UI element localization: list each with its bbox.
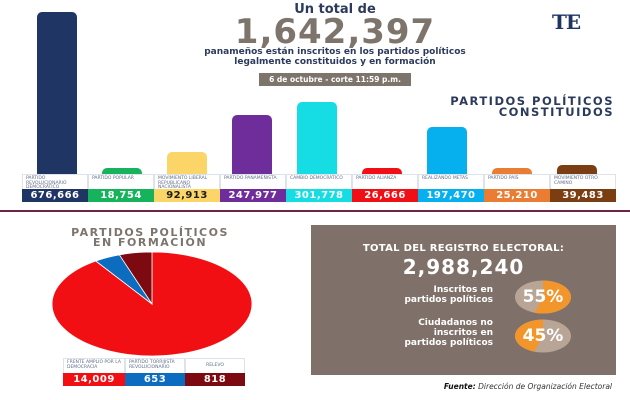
party-name: Partido Panameñista bbox=[220, 174, 286, 189]
no-inscritos-label-line1: Ciudadanos no bbox=[418, 318, 493, 328]
bar-9 bbox=[557, 165, 597, 174]
bar-7 bbox=[427, 127, 467, 174]
constituidos-title: PARTIDOS POLÍTICOS CONSTITUIDOS bbox=[450, 94, 614, 119]
party-name: Movimiento Liberal Republicano Nacionali… bbox=[154, 174, 220, 189]
bar-8 bbox=[492, 168, 532, 174]
registro-title: TOTAL DEL REGISTRO ELECTORAL: bbox=[362, 243, 565, 254]
formacion-title: PARTIDOS POLÍTICOS EN FORMACIÓN bbox=[30, 226, 270, 249]
inscritos-label-line1: Inscritos en bbox=[433, 285, 493, 295]
inscritos-pie: 55% bbox=[514, 280, 572, 314]
party-value: 14,009 bbox=[63, 373, 125, 386]
party-name: Cambio Democrático bbox=[286, 174, 352, 189]
no-inscritos-pie: 45% bbox=[514, 319, 572, 353]
constituidos-title-line2: CONSTITUIDOS bbox=[498, 105, 614, 119]
party-value: 197,470 bbox=[418, 189, 484, 202]
formacion-table-column: Partido Torrijista Revolucionario 653 bbox=[125, 358, 185, 386]
inscritos-label-line2: partidos políticos bbox=[404, 295, 493, 305]
constituidos-table-column: Cambio Democrático 301,778 bbox=[286, 174, 352, 202]
source-label: Fuente: bbox=[443, 382, 476, 391]
header-total: 1,642,397 bbox=[234, 12, 436, 52]
bar-4 bbox=[232, 115, 272, 174]
party-value: 653 bbox=[125, 373, 185, 386]
party-name: Partido Popular bbox=[88, 174, 154, 189]
header-subtitle-2: legalmente constituidos y en formación bbox=[234, 57, 436, 67]
no-inscritos-pie-graphic bbox=[515, 319, 571, 353]
bar-5 bbox=[297, 102, 337, 174]
party-name: Realizando Metas bbox=[418, 174, 484, 189]
bar-2 bbox=[102, 168, 142, 174]
te-logo: TE bbox=[552, 10, 581, 34]
registro-total: 2,988,240 bbox=[402, 255, 525, 279]
constituidos-table-column: Partido Popular 18,754 bbox=[88, 174, 154, 202]
registro-electoral-panel: TOTAL DEL REGISTRO ELECTORAL: 2,988,240 … bbox=[311, 225, 616, 375]
formacion-table-column: Frente Amplio por la Democracia 14,009 bbox=[63, 358, 125, 386]
no-inscritos-label-line3: partidos políticos bbox=[404, 338, 493, 348]
party-name: Frente Amplio por la Democracia bbox=[63, 358, 125, 373]
constituidos-table: Partido Revolucionario Democrático 676,66… bbox=[22, 174, 616, 202]
constituidos-table-column: Realizando Metas 197,470 bbox=[418, 174, 484, 202]
constituidos-table-column: Movimiento Otro Camino 39,483 bbox=[550, 174, 616, 202]
formacion-title-line2: EN FORMACIÓN bbox=[92, 236, 208, 249]
constituidos-table-column: Movimiento Liberal Republicano Nacionali… bbox=[154, 174, 220, 202]
party-value: 26,666 bbox=[352, 189, 418, 202]
constituidos-title-line1: PARTIDOS POLÍTICOS bbox=[450, 94, 614, 108]
bar-3 bbox=[167, 152, 207, 174]
header: Un total de 1,642,397 panameños están in… bbox=[170, 3, 500, 86]
constituidos-table-column: Partido Panameñista 247,977 bbox=[220, 174, 286, 202]
party-value: 25,210 bbox=[484, 189, 550, 202]
party-value: 247,977 bbox=[220, 189, 286, 202]
party-value: 92,913 bbox=[154, 189, 220, 202]
source-note: Fuente: Dirección de Organización Electo… bbox=[444, 382, 612, 391]
constituidos-table-column: Partido Alianza 26,666 bbox=[352, 174, 418, 202]
inscritos-percent: 55% bbox=[522, 287, 564, 307]
party-name: Relevo bbox=[185, 358, 245, 373]
party-value: 18,754 bbox=[88, 189, 154, 202]
party-name: Partido Revolucionario Democrático bbox=[22, 174, 88, 189]
header-lead: Un total de bbox=[294, 2, 376, 17]
no-inscritos-label-line2: inscritos en bbox=[433, 328, 493, 338]
date-badge: 6 de octubre - corte 11:59 p.m. bbox=[259, 73, 411, 86]
section-divider bbox=[0, 210, 630, 212]
constituidos-table-column: Partido Revolucionario Democrático 676,66… bbox=[22, 174, 88, 202]
formacion-table: Frente Amplio por la Democracia 14,009 Par… bbox=[63, 358, 245, 386]
party-name: Partido Alianza bbox=[352, 174, 418, 189]
party-name: Partido País bbox=[484, 174, 550, 189]
formacion-pie-chart bbox=[51, 251, 253, 357]
no-inscritos-label: Ciudadanos no inscritos en partidos polí… bbox=[404, 318, 493, 348]
party-name: Movimiento Otro Camino bbox=[550, 174, 616, 189]
formacion-table-column: Relevo 818 bbox=[185, 358, 245, 386]
no-inscritos-percent: 45% bbox=[522, 326, 564, 346]
inscritos-pie-graphic bbox=[515, 280, 571, 314]
party-name: Partido Torrijista Revolucionario bbox=[125, 358, 185, 373]
header-subtitle-1: panameños están inscritos en los partido… bbox=[204, 47, 466, 57]
constituidos-table-column: Partido País 25,210 bbox=[484, 174, 550, 202]
party-value: 301,778 bbox=[286, 189, 352, 202]
inscritos-label: Inscritos en partidos políticos bbox=[404, 285, 493, 305]
constituidos-bar-chart bbox=[24, 0, 604, 174]
source-text: Dirección de Organización Electoral bbox=[478, 382, 612, 391]
formacion-title-line1: PARTIDOS POLÍTICOS bbox=[71, 226, 229, 239]
bar-6 bbox=[362, 168, 402, 174]
party-value: 39,483 bbox=[550, 189, 616, 202]
party-value: 818 bbox=[185, 373, 245, 386]
bar-1 bbox=[37, 12, 77, 174]
pie-slice-3 bbox=[118, 251, 153, 306]
party-value: 676,666 bbox=[22, 189, 88, 202]
